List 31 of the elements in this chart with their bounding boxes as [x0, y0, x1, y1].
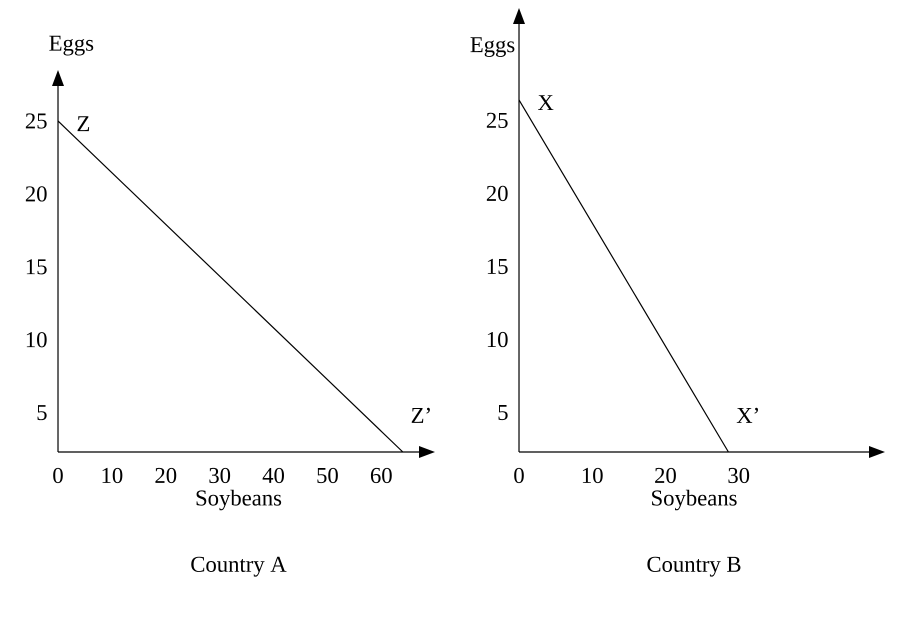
annotation: Z — [78, 116, 90, 132]
y-tick-label: 15 — [488, 258, 508, 274]
x-axis-title: Soybeans — [196, 490, 282, 510]
y-axis-title: Eggs — [49, 36, 94, 56]
x-axis-title: Soybeans — [652, 490, 737, 510]
x-tick-label: 0 — [53, 468, 63, 484]
y-tick-label: 10 — [26, 332, 47, 348]
text: Country B — [647, 556, 740, 577]
y-axis-title: Eggs — [470, 37, 514, 57]
text: Country A — [191, 556, 287, 577]
y-tick-label: 10 — [488, 332, 508, 348]
annotation: X’ — [736, 408, 758, 423]
x-tick-label: 40 — [262, 468, 284, 484]
y-tick-label: 15 — [26, 259, 47, 274]
x-tick-label: 20 — [155, 468, 176, 484]
x-tick-label: 10 — [102, 468, 122, 484]
y-tick-label: 20 — [26, 186, 47, 202]
y-tick-label: 5 — [498, 405, 508, 420]
x-tick-label: 30 — [728, 468, 750, 484]
x-tick-label: 20 — [655, 468, 676, 484]
y-tick-label: 5 — [38, 405, 47, 420]
y-tick-label: 25 — [486, 112, 508, 128]
annotation: Z’ — [412, 408, 430, 423]
x-tick-label: 60 — [370, 468, 392, 484]
x-tick-label: 50 — [317, 468, 338, 484]
x-tick-label: 30 — [209, 468, 230, 484]
annotation: X — [538, 95, 554, 110]
x-tick-label: 0 — [514, 468, 524, 484]
x-tick-label: 10 — [582, 468, 603, 484]
y-tick-label: 25 — [26, 113, 47, 129]
y-tick-label: 20 — [486, 186, 508, 202]
